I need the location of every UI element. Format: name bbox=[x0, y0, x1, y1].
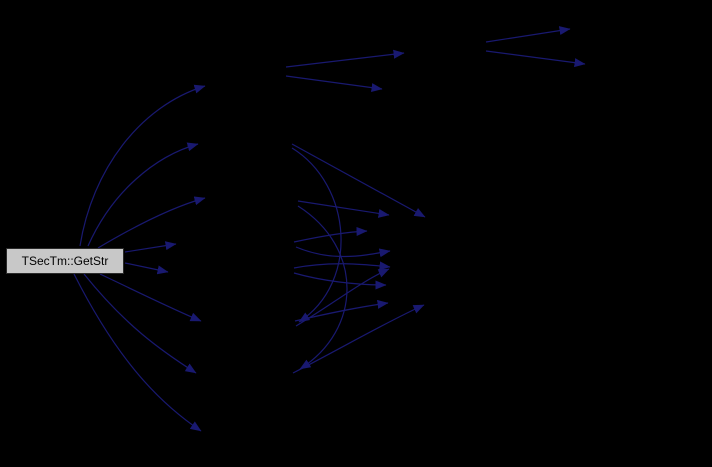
call-graph-edge-callee4-to-mid-2 bbox=[293, 226, 368, 243]
call-graph-edge-mid-top-out-lower bbox=[485, 50, 586, 68]
call-graph-edge-getstr-to-callee-8 bbox=[73, 273, 202, 432]
call-graph-edge-getstr-to-callee-6 bbox=[99, 273, 202, 322]
call-graph-edge-mid-top-out-upper bbox=[485, 26, 571, 43]
call-graph-edge-getstr-to-callee-5 bbox=[124, 262, 169, 275]
call-graph-edge-callee2-back-to-callee6 bbox=[291, 147, 342, 323]
graph-node-tsectm-getstr[interactable]: TSecTm::GetStr bbox=[6, 248, 124, 274]
call-graph-edge-getstr-to-callee-1 bbox=[79, 84, 206, 247]
call-graph-edge-getstr-to-callee-3 bbox=[97, 196, 206, 249]
call-graph-edge-callee3-to-mid-1 bbox=[297, 200, 390, 218]
graph-node-label: TSecTm::GetStr bbox=[21, 254, 109, 268]
edge-layer bbox=[73, 26, 586, 432]
call-graph-edge-getstr-to-callee-7 bbox=[83, 273, 197, 374]
call-graph-edge-callee3-back-to-callee7 bbox=[297, 205, 348, 370]
call-graph-edge-getstr-to-callee-4 bbox=[124, 241, 177, 253]
call-graph-edge-getstr-to-callee-2 bbox=[87, 142, 199, 247]
call-graph-edge-callee6-to-mid-4b bbox=[295, 268, 390, 327]
call-graph-edge-callee5-to-mid-5 bbox=[293, 272, 387, 290]
call-graph-edge-callee2-long-diagonal bbox=[291, 143, 426, 218]
call-graph-edge-callee4-to-mid-3 bbox=[295, 246, 391, 258]
call-graph-edge-callee1-out-upper bbox=[285, 49, 405, 68]
call-graph-edge-callee1-out-lower bbox=[285, 75, 383, 93]
call-graph-edge-callee5-to-mid-4 bbox=[293, 261, 391, 271]
